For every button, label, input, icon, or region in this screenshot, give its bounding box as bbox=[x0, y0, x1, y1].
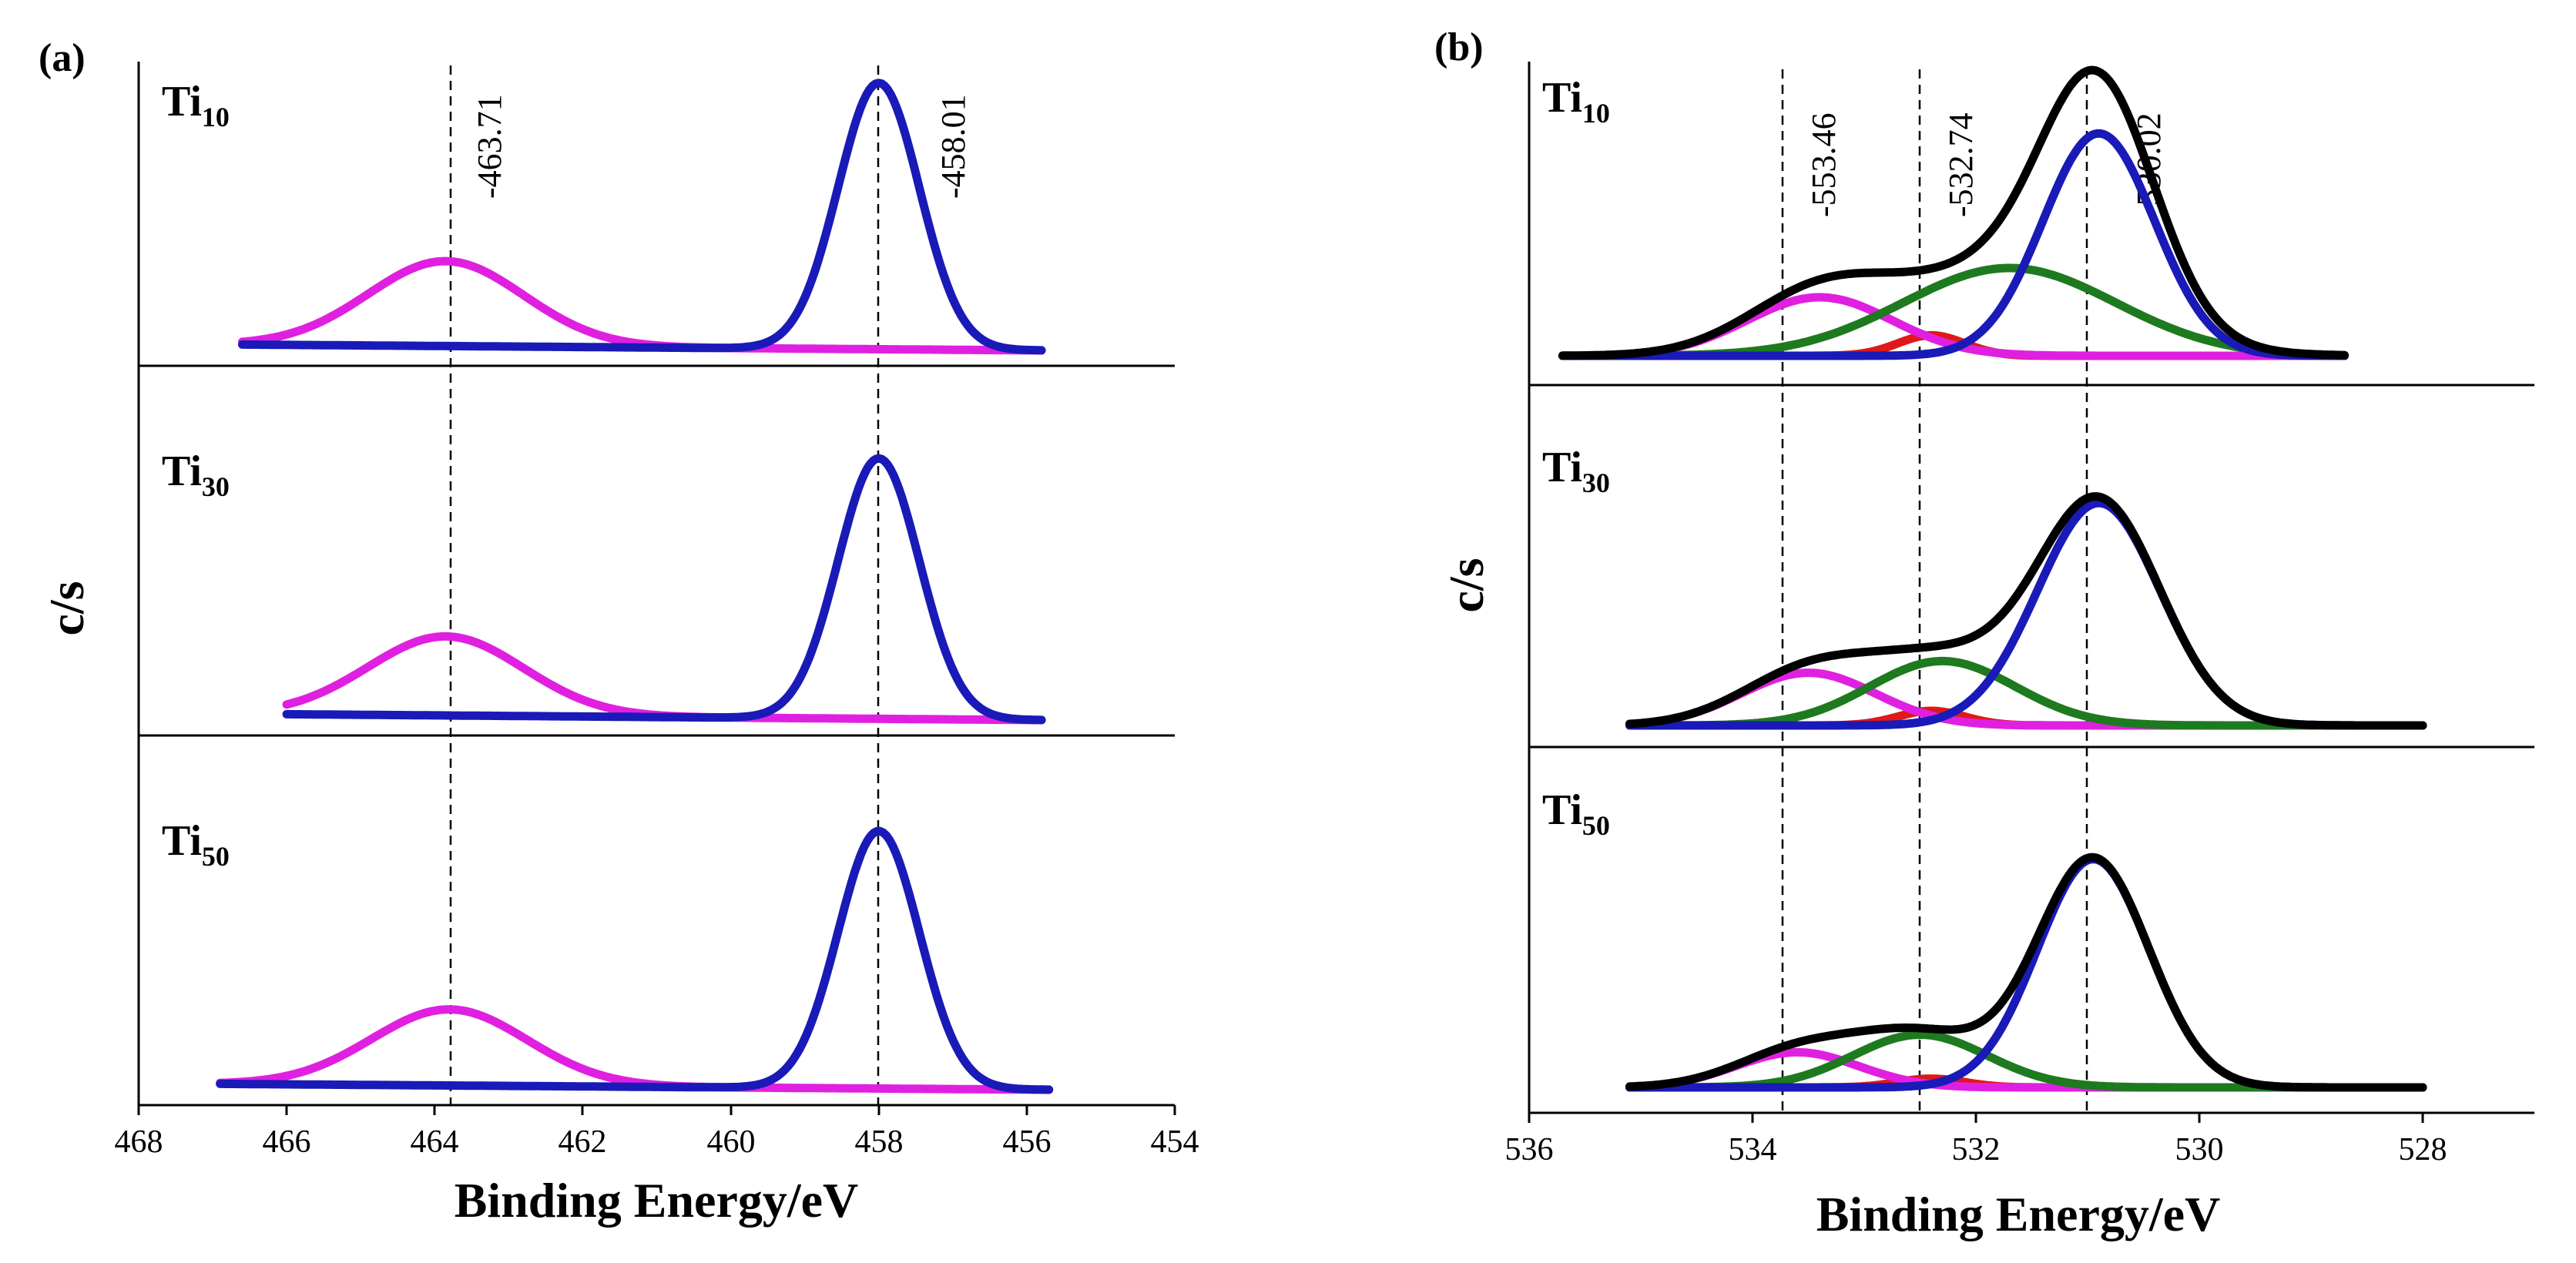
sample-label-sub: 30 bbox=[202, 471, 230, 502]
curve-a-1-ti2p12 bbox=[282, 632, 1046, 725]
sample-label-b-0: Ti10 bbox=[1542, 74, 1610, 129]
sample-label-base: Ti bbox=[1542, 786, 1582, 834]
sample-label-sub: 50 bbox=[1582, 810, 1610, 841]
sample-label-sub: 10 bbox=[202, 102, 230, 132]
curve-b-2-envelope bbox=[1625, 853, 2427, 1092]
sample-label-sub: 50 bbox=[202, 841, 230, 872]
peak-label-a-1: -458.01 bbox=[934, 94, 972, 199]
x-ticks-a: 468 466 464 462 460 458 456 454 bbox=[115, 1105, 1199, 1160]
sample-label-sub: 30 bbox=[1582, 467, 1610, 498]
sample-label-b-2: Ti50 bbox=[1542, 786, 1610, 841]
x-tick-label: 532 bbox=[1952, 1132, 2001, 1168]
peak-label-a-0: -463.71 bbox=[471, 94, 508, 199]
panel-label-a: (a) bbox=[39, 36, 86, 80]
x-tick-label: 458 bbox=[855, 1124, 904, 1160]
curve-a-1-ti2p32 bbox=[282, 454, 1046, 725]
sample-label-base: Ti bbox=[162, 447, 202, 495]
x-tick-label: 456 bbox=[1003, 1124, 1052, 1160]
x-tick-label: 468 bbox=[115, 1124, 163, 1160]
sample-label-base: Ti bbox=[1542, 74, 1582, 122]
chart-a: (a) c/s 468 466 464 462 460 458 456 454 … bbox=[39, 36, 1199, 1228]
curve-b-2-lattice-o bbox=[1625, 855, 2427, 1092]
curve-a-2-ti2p32 bbox=[216, 826, 1054, 1094]
sample-label-b-1: Ti30 bbox=[1542, 444, 1610, 498]
curve-b-0-envelope bbox=[1558, 65, 2349, 360]
sample-label-base: Ti bbox=[162, 78, 202, 126]
x-tick-label: 528 bbox=[2399, 1132, 2447, 1168]
sample-label-sub: 10 bbox=[1582, 98, 1610, 129]
x-axis-title-b: Binding Energy/eV bbox=[1816, 1187, 2221, 1241]
curve-a-0-ti2p32 bbox=[238, 79, 1046, 355]
curve-a-2-ti2p12 bbox=[216, 1005, 1054, 1094]
curve-b-1-envelope bbox=[1625, 492, 2427, 730]
y-axis-title-b: c/s bbox=[1439, 558, 1494, 612]
curve-b-1-adsorbed bbox=[1625, 668, 2427, 730]
peak-label-b-1: -532.74 bbox=[1942, 112, 1980, 217]
y-axis-title-a: c/s bbox=[39, 581, 94, 635]
x-tick-label: 530 bbox=[2175, 1132, 2224, 1168]
curve-a-0-ti2p12 bbox=[238, 256, 1046, 355]
x-tick-label: 460 bbox=[707, 1124, 756, 1160]
x-axis-title-a: Binding Energy/eV bbox=[454, 1173, 859, 1228]
sample-label-a-1: Ti30 bbox=[162, 447, 230, 502]
x-tick-label: 536 bbox=[1505, 1132, 1554, 1168]
x-tick-label: 464 bbox=[411, 1124, 459, 1160]
x-tick-label: 534 bbox=[1729, 1132, 1777, 1168]
curves-b bbox=[1558, 65, 2427, 1092]
peak-label-b-0: -553.46 bbox=[1805, 112, 1843, 217]
sample-label-a-0: Ti10 bbox=[162, 78, 230, 132]
x-tick-label: 466 bbox=[263, 1124, 311, 1160]
curves-a bbox=[216, 79, 1054, 1094]
x-tick-label: 454 bbox=[1151, 1124, 1199, 1160]
panel-label-b: (b) bbox=[1434, 25, 1484, 69]
sample-label-a-2: Ti50 bbox=[162, 817, 230, 872]
sample-label-base: Ti bbox=[1542, 444, 1582, 491]
sample-label-base: Ti bbox=[162, 817, 202, 865]
curve-b-0-lattice-o bbox=[1558, 129, 2349, 360]
chart-b: (b) c/s 536 534 532 530 528 Binding Ener… bbox=[1434, 25, 2534, 1241]
x-tick-label: 462 bbox=[558, 1124, 607, 1160]
x-ticks-b: 536 534 532 530 528 bbox=[1505, 1113, 2447, 1168]
